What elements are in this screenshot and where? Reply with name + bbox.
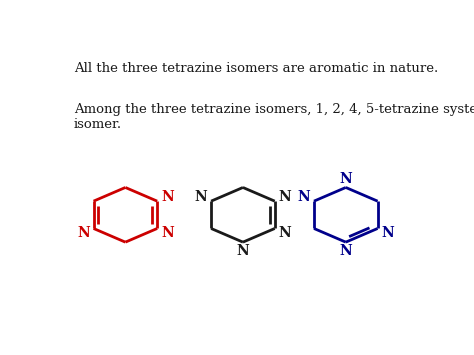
Text: All the three tetrazine isomers are aromatic in nature.: All the three tetrazine isomers are arom…: [74, 62, 438, 75]
Text: Among the three tetrazine isomers, 1, 2, 4, 5-tetrazine system is the only stabl: Among the three tetrazine isomers, 1, 2,…: [74, 103, 474, 131]
Text: N: N: [339, 172, 352, 186]
Text: N: N: [297, 190, 310, 204]
Text: N: N: [194, 190, 207, 204]
Text: N: N: [279, 190, 292, 204]
Text: N: N: [77, 226, 90, 240]
Text: N: N: [237, 244, 249, 258]
Text: N: N: [279, 226, 292, 240]
Text: N: N: [161, 190, 174, 204]
Text: N: N: [339, 244, 352, 258]
Text: N: N: [161, 226, 174, 240]
Text: N: N: [382, 226, 394, 240]
